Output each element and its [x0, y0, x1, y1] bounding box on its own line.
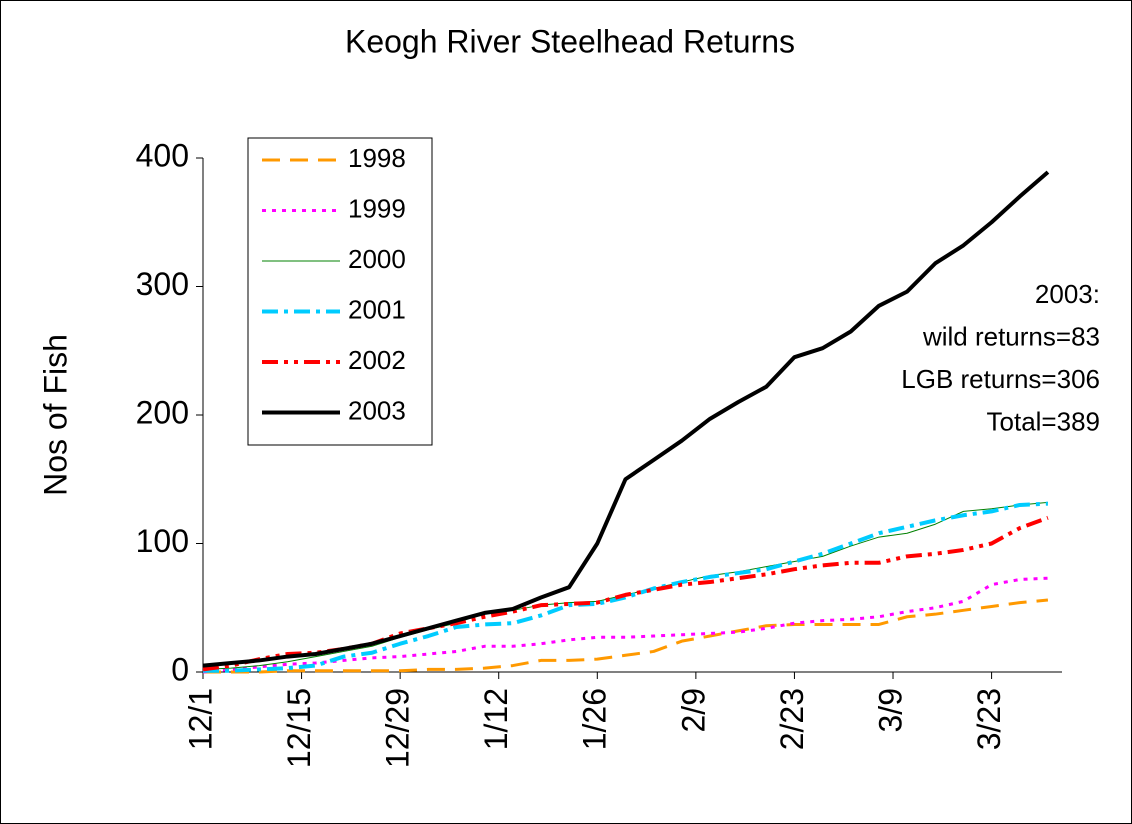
legend-label: 2003: [348, 395, 406, 425]
y-tick-label: 200: [136, 394, 189, 430]
series-line: [202, 170, 1050, 668]
annotation: wild returns=83: [922, 321, 1100, 351]
chart-title: Keogh River Steelhead Returns: [345, 23, 795, 59]
y-tick-label: 400: [136, 137, 189, 173]
series-line: [202, 515, 1049, 672]
x-tick-label: 12/1: [182, 688, 218, 750]
legend-label: 2001: [348, 294, 406, 324]
legend-label: 2002: [348, 345, 406, 375]
x-tick-label: 3/9: [872, 688, 908, 732]
series-line: [202, 576, 1048, 674]
annotation: LGB returns=306: [901, 364, 1100, 394]
legend-label: 2000: [348, 244, 406, 274]
x-tick-label: 1/12: [478, 688, 514, 750]
legend-label: 1999: [348, 193, 406, 223]
series-line: [203, 598, 1049, 674]
series-line: [203, 501, 1049, 673]
y-tick-label: 0: [171, 651, 189, 687]
annotation: 2003:: [1035, 279, 1100, 309]
annotation: Total=389: [987, 406, 1100, 436]
x-tick-label: 2/9: [675, 688, 711, 732]
y-axis-label: Nos of Fish: [37, 334, 73, 496]
legend-label: 1998: [348, 143, 406, 173]
y-tick-label: 100: [136, 523, 189, 559]
x-tick-label: 2/23: [774, 688, 810, 750]
x-tick-label: 3/23: [971, 688, 1007, 750]
x-tick-label: 12/29: [380, 688, 416, 768]
x-tick-label: 12/15: [281, 688, 317, 768]
y-tick-label: 300: [136, 266, 189, 302]
x-tick-label: 1/26: [577, 688, 613, 750]
legend: [247, 137, 433, 446]
